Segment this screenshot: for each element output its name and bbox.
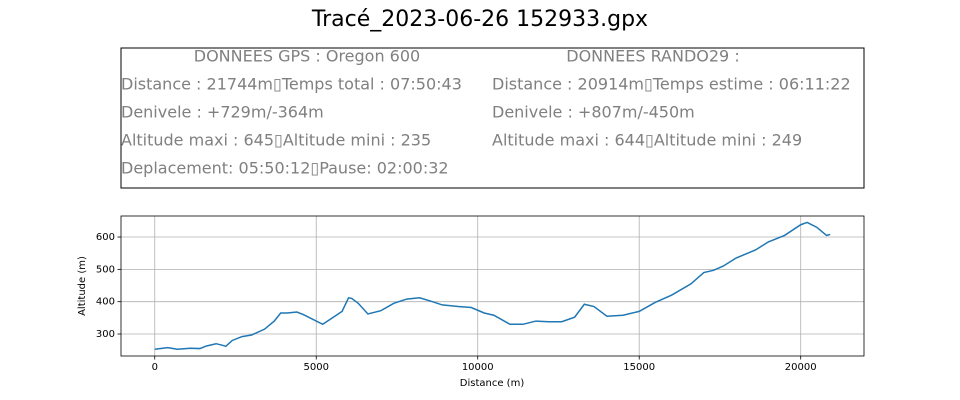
- y-axis-label: Altitude (m): [77, 256, 88, 316]
- x-tick-label: 15000: [623, 362, 655, 373]
- panel-line: Denivele : +729m/-364m: [121, 103, 324, 122]
- y-tick-label: 500: [96, 264, 115, 275]
- y-tick-label: 300: [96, 329, 115, 340]
- figure-title: Tracé_2023-06-26 152933.gpx: [311, 7, 648, 32]
- panel-line: Distance : 21744m▯Temps total : 07:50:43: [121, 75, 462, 94]
- x-tick-label: 20000: [785, 362, 817, 373]
- panel-line: Denivele : +807m/-450m: [492, 103, 695, 122]
- panel-heading: DONNEES GPS : Oregon 600: [194, 47, 420, 66]
- panel-line: Deplacement: 05:50:12▯Pause: 02:00:32: [121, 159, 449, 178]
- x-tick-label: 0: [152, 362, 158, 373]
- x-axis-label: Distance (m): [460, 378, 525, 389]
- y-tick-label: 600: [96, 232, 115, 243]
- x-tick-label: 10000: [462, 362, 494, 373]
- panel-line: Altitude maxi : 644▯Altitude mini : 249: [492, 131, 802, 150]
- altitude-line: [154, 221, 831, 350]
- x-tick-label: 5000: [304, 362, 329, 373]
- panel-line: Altitude maxi : 645▯Altitude mini : 235: [121, 131, 431, 150]
- panel-line: Distance : 20914m▯Temps estime : 06:11:2…: [492, 75, 851, 94]
- info-panel: [120, 47, 865, 189]
- plot-frame: [120, 215, 865, 357]
- y-tick-label: 400: [96, 297, 115, 308]
- panel-heading: DONNEES RANDO29 :: [566, 47, 739, 66]
